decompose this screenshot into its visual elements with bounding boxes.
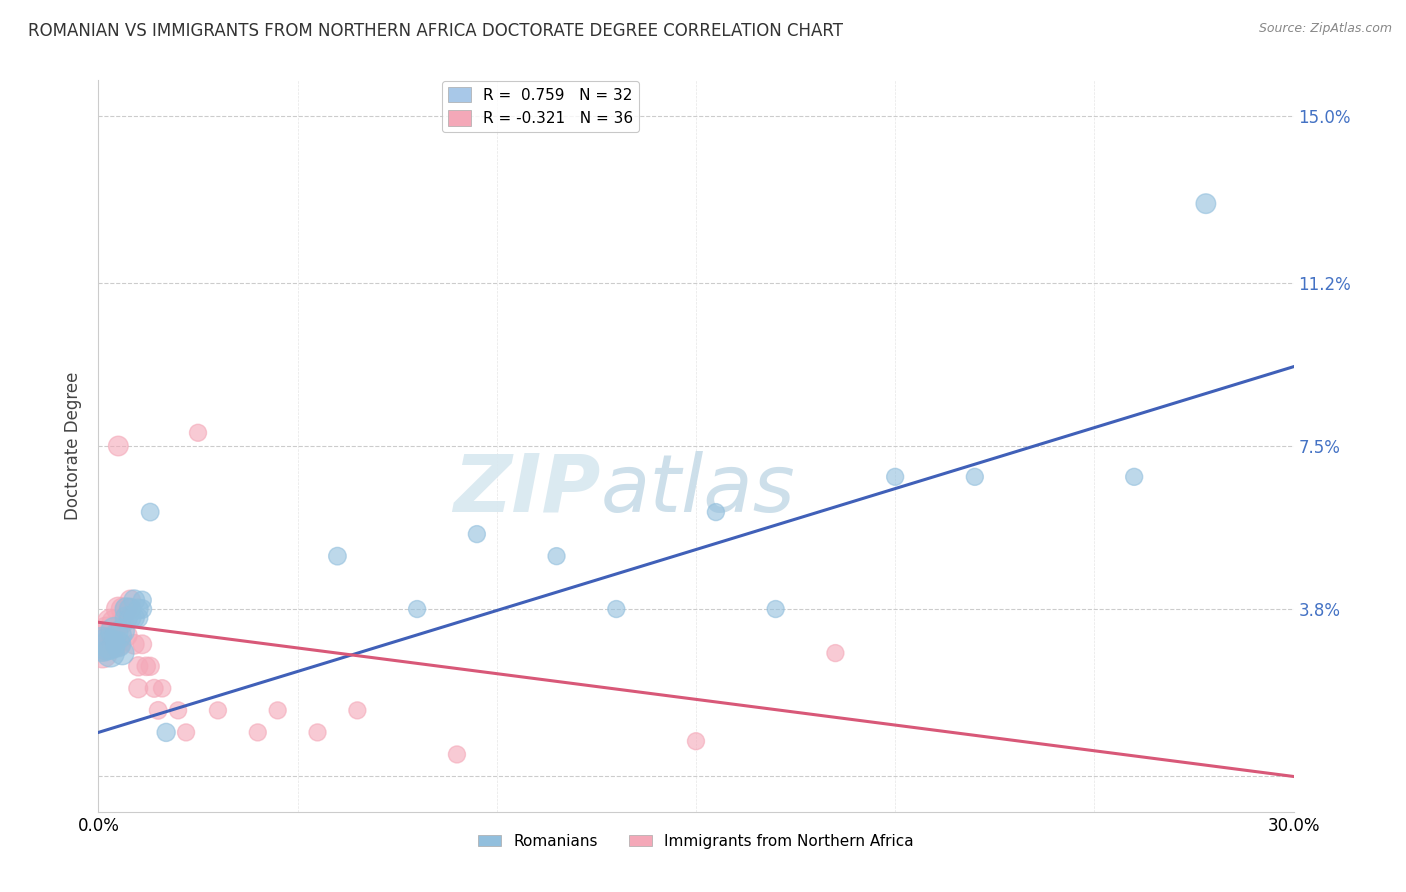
Point: [246, 725, 269, 739]
Point: [307, 725, 329, 739]
Point: [98, 646, 122, 660]
Point: [131, 637, 153, 651]
Point: [174, 725, 197, 739]
Point: [1123, 470, 1146, 484]
Point: [120, 593, 142, 607]
Point: [824, 646, 846, 660]
Point: [111, 624, 134, 638]
Point: [139, 659, 162, 673]
Point: [346, 703, 368, 717]
Point: [115, 602, 138, 616]
Point: [546, 549, 568, 563]
Point: [148, 703, 170, 717]
Point: [120, 602, 142, 616]
Point: [326, 549, 349, 563]
Point: [155, 725, 177, 739]
Point: [685, 734, 707, 748]
Point: [120, 602, 142, 616]
Text: ZIP: ZIP: [453, 450, 600, 529]
Text: ROMANIAN VS IMMIGRANTS FROM NORTHERN AFRICA DOCTORATE DEGREE CORRELATION CHART: ROMANIAN VS IMMIGRANTS FROM NORTHERN AFR…: [28, 22, 844, 40]
Point: [120, 611, 142, 625]
Point: [107, 637, 129, 651]
Point: [1195, 196, 1218, 211]
Point: [465, 527, 488, 541]
Point: [167, 703, 190, 717]
Point: [107, 602, 129, 616]
Point: [605, 602, 627, 616]
Point: [115, 611, 138, 625]
Point: [115, 602, 138, 616]
Point: [963, 470, 986, 484]
Point: [107, 637, 129, 651]
Y-axis label: Doctorate Degree: Doctorate Degree: [65, 372, 83, 520]
Point: [98, 637, 122, 651]
Point: [91, 646, 114, 660]
Point: [143, 681, 166, 696]
Legend: Romanians, Immigrants from Northern Africa: Romanians, Immigrants from Northern Afri…: [472, 828, 920, 855]
Point: [446, 747, 468, 762]
Point: [91, 637, 114, 651]
Point: [267, 703, 290, 717]
Text: Source: ZipAtlas.com: Source: ZipAtlas.com: [1258, 22, 1392, 36]
Point: [139, 505, 162, 519]
Point: [98, 615, 122, 630]
Point: [124, 637, 146, 651]
Point: [115, 628, 138, 642]
Point: [107, 439, 129, 453]
Point: [765, 602, 787, 616]
Point: [127, 602, 149, 616]
Point: [98, 637, 122, 651]
Point: [124, 611, 146, 625]
Point: [187, 425, 209, 440]
Point: [91, 637, 114, 651]
Point: [207, 703, 229, 717]
Point: [124, 593, 146, 607]
Point: [704, 505, 727, 519]
Point: [131, 593, 153, 607]
Point: [111, 646, 134, 660]
Point: [135, 659, 157, 673]
Point: [96, 624, 118, 638]
Point: [127, 681, 149, 696]
Point: [96, 637, 118, 651]
Point: [103, 615, 125, 630]
Point: [406, 602, 429, 616]
Point: [111, 615, 134, 630]
Point: [127, 659, 149, 673]
Point: [111, 602, 134, 616]
Point: [884, 470, 907, 484]
Point: [103, 637, 125, 651]
Point: [150, 681, 173, 696]
Point: [131, 602, 153, 616]
Point: [107, 628, 129, 642]
Point: [103, 624, 125, 638]
Text: atlas: atlas: [600, 450, 796, 529]
Point: [127, 611, 149, 625]
